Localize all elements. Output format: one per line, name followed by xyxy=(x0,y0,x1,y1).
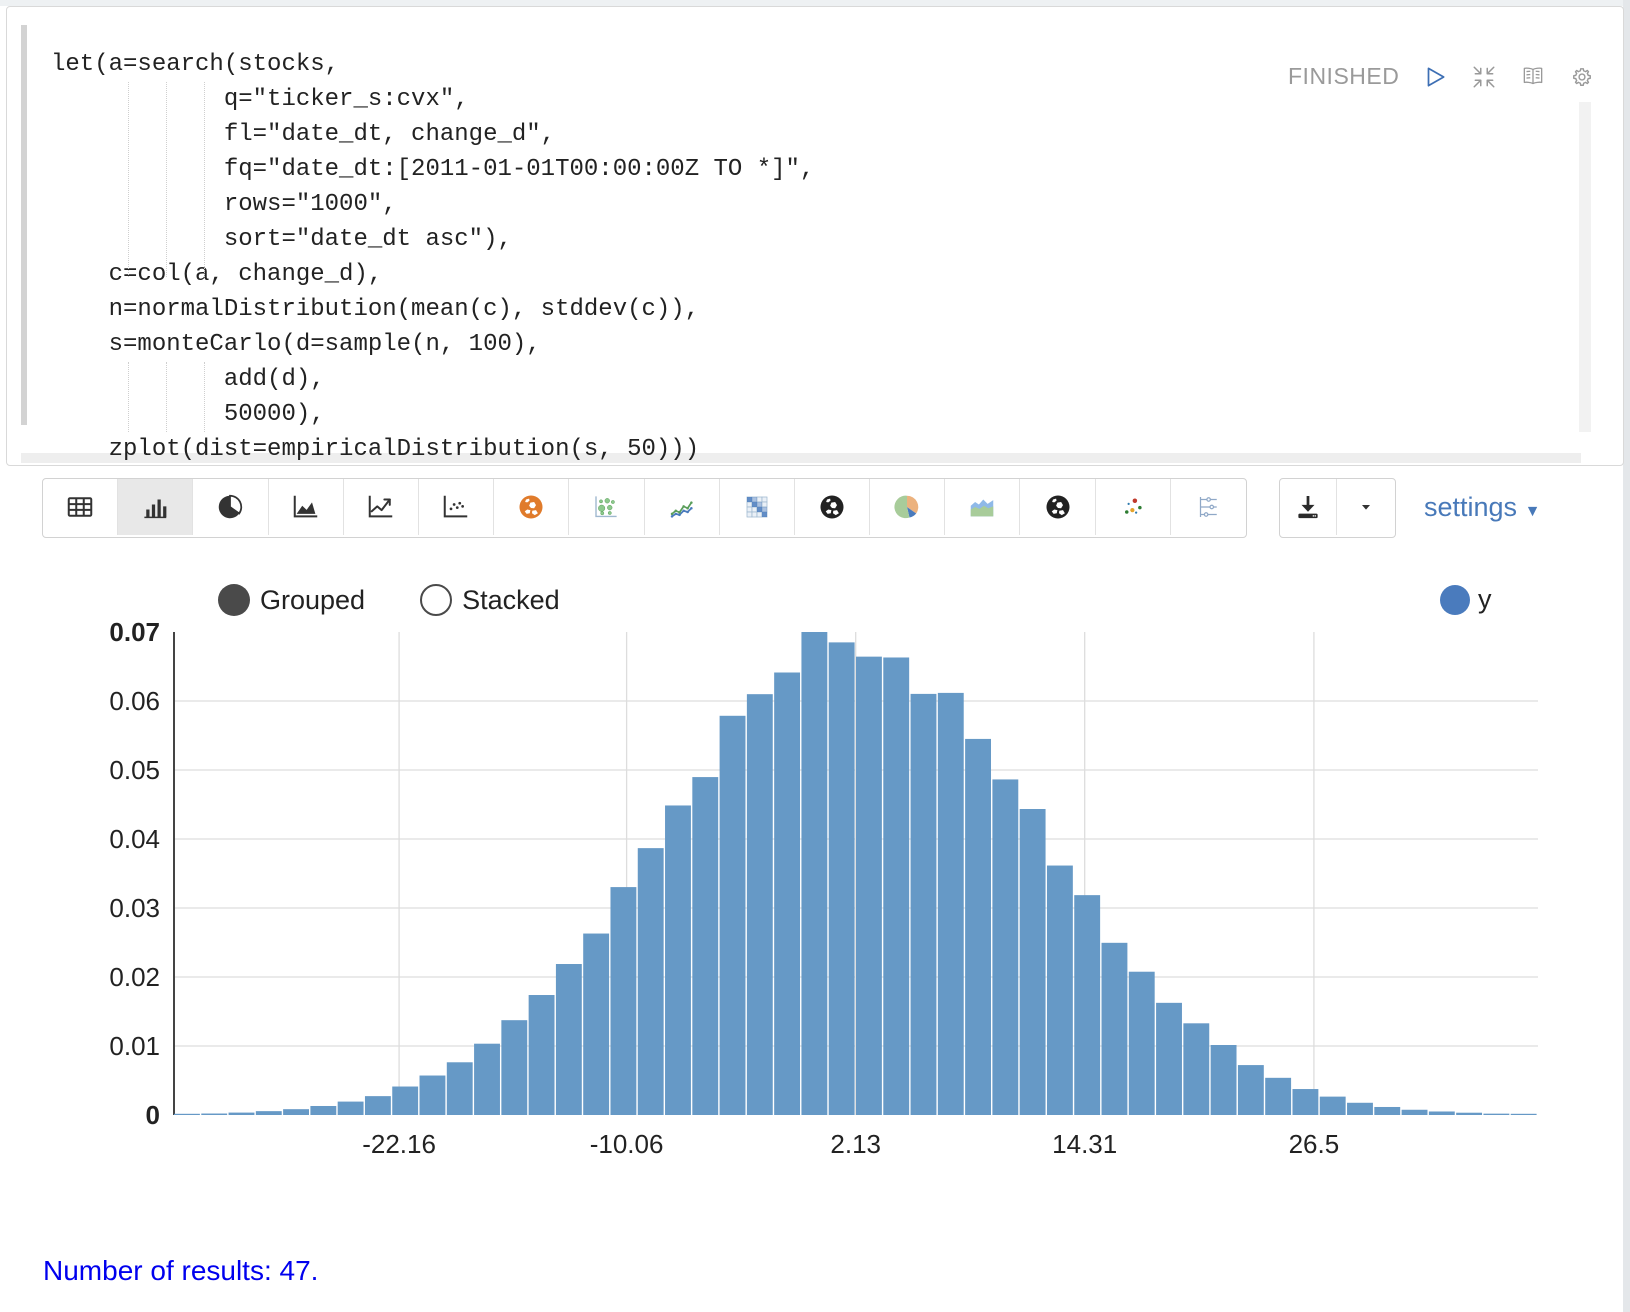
svg-text:0.01: 0.01 xyxy=(109,1031,160,1061)
svg-text:0.05: 0.05 xyxy=(109,755,160,785)
svg-text:14.31: 14.31 xyxy=(1052,1129,1117,1159)
svg-text:0.04: 0.04 xyxy=(109,824,160,854)
svg-text:0.03: 0.03 xyxy=(109,893,160,923)
svg-text:0.07: 0.07 xyxy=(109,617,160,647)
svg-text:2.13: 2.13 xyxy=(830,1129,881,1159)
svg-text:0.02: 0.02 xyxy=(109,962,160,992)
svg-text:26.5: 26.5 xyxy=(1289,1129,1340,1159)
svg-text:-10.06: -10.06 xyxy=(590,1129,664,1159)
svg-text:0: 0 xyxy=(146,1100,160,1130)
svg-text:-22.16: -22.16 xyxy=(362,1129,436,1159)
svg-text:0.06: 0.06 xyxy=(109,686,160,716)
